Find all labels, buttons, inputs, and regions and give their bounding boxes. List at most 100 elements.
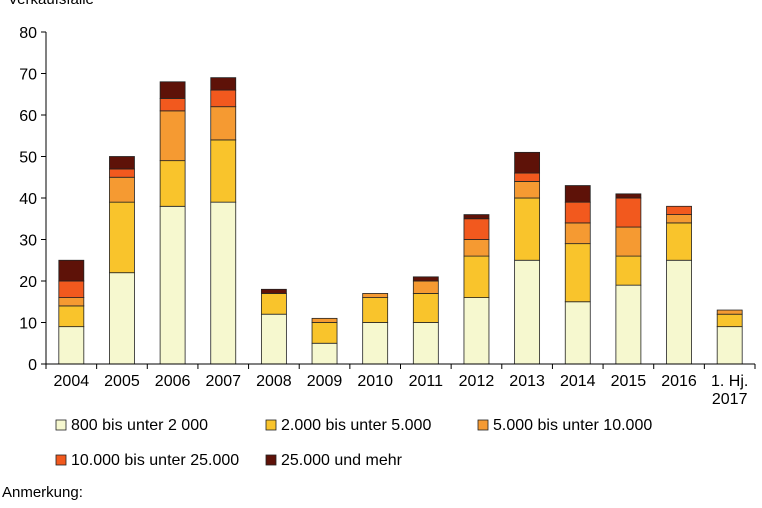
legend-swatch	[55, 454, 67, 466]
bar-segment	[109, 168, 135, 178]
bar-segment	[514, 151, 541, 174]
bar-segment	[615, 193, 642, 199]
y-tick-label: 20	[19, 274, 37, 291]
bar-segment	[109, 156, 135, 170]
x-tick-label: 2010	[357, 373, 393, 390]
legend-label: 25.000 und mehr	[281, 452, 403, 469]
bar-segment	[666, 214, 692, 224]
bar-segment	[58, 280, 85, 299]
bar-segment	[159, 160, 186, 207]
bar-segment	[260, 293, 287, 315]
bar-segment	[362, 293, 389, 299]
bar-segment	[311, 342, 338, 365]
bar-segment	[58, 305, 85, 328]
bar-segment	[716, 309, 743, 315]
bar-segment	[514, 180, 541, 199]
bar-segment	[564, 301, 591, 365]
bar-segment	[716, 313, 743, 328]
y-tick-label: 0	[28, 357, 37, 374]
legend-swatch	[477, 419, 489, 431]
legend-swatch	[265, 454, 277, 466]
bar-segment	[615, 255, 642, 286]
x-tick-label: 2009	[307, 373, 343, 390]
x-tick-label: 2008	[256, 373, 292, 390]
y-tick-label: 70	[19, 67, 37, 84]
legend-swatch	[265, 419, 277, 431]
y-tick-label: 60	[19, 108, 37, 125]
bar-segment	[412, 322, 439, 365]
bar-segment	[210, 77, 237, 91]
y-tick-label: 80	[19, 25, 37, 42]
bar-segment	[311, 317, 338, 323]
bar-segment	[58, 326, 85, 365]
bar-segment	[514, 172, 541, 182]
bar-segment	[412, 276, 439, 282]
x-tick-label: 2014	[560, 373, 596, 390]
bar-segment	[159, 98, 186, 112]
legend-label: 10.000 bis unter 25.000	[71, 452, 239, 469]
bars-group	[58, 77, 743, 365]
bar-segment	[260, 313, 287, 365]
x-tick-label: 2013	[509, 373, 545, 390]
x-tick-label: 2005	[104, 373, 140, 390]
bar-segment	[210, 106, 237, 141]
x-tick-label: 2011	[409, 373, 444, 390]
bar-segment	[210, 201, 237, 365]
x-axis: 2004 2005 2006 2007 2008 2009 2010 2011 2012 2013…	[45, 363, 756, 408]
bar-segment	[58, 297, 85, 307]
legend-label: 5.000 bis unter 10.000	[493, 417, 652, 434]
y-axis-label: Verkaufsfälle	[8, 0, 94, 8]
bar-segment	[615, 226, 642, 257]
y-tick-label: 50	[19, 150, 37, 167]
bar-segment	[109, 201, 135, 274]
bar-segment	[260, 288, 287, 294]
bar-segment	[463, 239, 490, 257]
bar-segment	[615, 197, 642, 228]
bar-segment	[412, 280, 439, 294]
bar-segment	[564, 243, 591, 303]
y-axis: 0 10 20 30 40 50 60 70 80	[19, 25, 47, 374]
bar-segment	[564, 185, 591, 203]
bar-segment	[666, 222, 692, 261]
y-tick-label: 10	[19, 316, 37, 333]
bar-segment	[412, 293, 439, 323]
bar-segment	[362, 322, 389, 365]
bar-segment	[159, 205, 186, 365]
bar-segment	[514, 197, 541, 261]
legend-label: 800 bis unter 2 000	[71, 417, 208, 434]
bar-segment	[159, 110, 186, 162]
y-tick-label: 40	[19, 191, 37, 208]
bar-segment	[463, 214, 490, 220]
x-tick-label: 2016	[661, 373, 697, 390]
bar-segment	[564, 222, 591, 245]
legend-swatch	[55, 419, 67, 431]
bar-segment	[716, 326, 743, 365]
x-tick-label: 2015	[611, 373, 647, 390]
x-tick-label: 2012	[459, 373, 495, 390]
bar-segment	[463, 218, 490, 240]
y-tick-label: 30	[19, 233, 37, 250]
bar-segment	[463, 297, 490, 365]
legend-label: 2.000 bis unter 5.000	[281, 417, 431, 434]
bar-segment	[210, 89, 237, 108]
bar-segment	[666, 205, 692, 216]
bar-segment	[311, 322, 338, 344]
bar-segment	[210, 139, 237, 203]
bar-segment	[564, 201, 591, 224]
bar-segment	[109, 176, 135, 203]
x-tick-label: 2006	[155, 373, 191, 390]
bar-segment	[615, 284, 642, 365]
bar-segment	[109, 272, 135, 365]
bar-segment	[159, 81, 186, 99]
bar-segment	[666, 259, 692, 365]
bar-segment	[514, 259, 541, 365]
bar-segment	[463, 255, 490, 299]
annotation-note: Anmerkung:	[2, 484, 83, 501]
legend: 800 bis unter 2 000 2.000 bis unter 5.000…	[55, 417, 652, 469]
bar-segment	[58, 259, 85, 282]
x-tick-label: 1. Hj. 2017	[711, 373, 748, 408]
bar-segment	[362, 297, 389, 323]
x-tick-label: 2007	[205, 373, 241, 390]
x-tick-label: 2004	[54, 373, 90, 390]
